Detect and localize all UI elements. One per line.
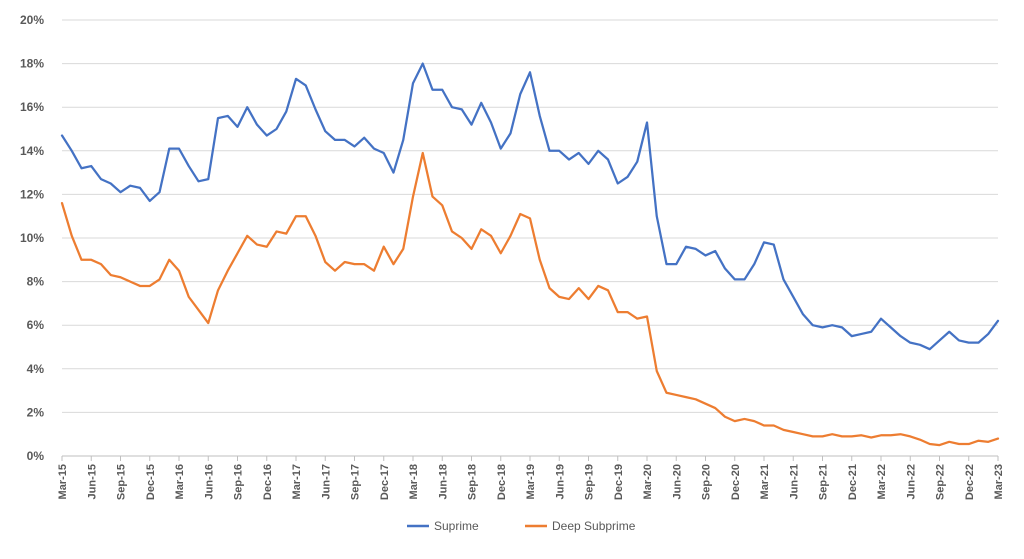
x-tick-label: Sep-21: [818, 464, 830, 500]
y-tick-label: 20%: [20, 13, 44, 27]
legend-label: Deep Subprime: [552, 519, 636, 533]
y-tick-label: 14%: [20, 144, 44, 158]
x-tick-label: Mar-20: [642, 464, 654, 499]
y-tick-label: 16%: [20, 100, 44, 114]
legend: Suprime Deep Subprime: [407, 519, 636, 533]
x-tick-label: Sep-17: [350, 464, 362, 500]
x-tick-label: Dec-22: [964, 464, 976, 500]
series-line-deep-subprime: [60, 151, 1000, 447]
y-tick-label: 0%: [27, 449, 45, 463]
x-tick-label: Sep-22: [935, 464, 947, 500]
x-tick-label: Mar-23: [993, 464, 1005, 499]
x-tick-label: Jun-18: [437, 464, 449, 499]
x-axis: Mar-15 Jun-15 Sep-15 Dec-15 Mar-16 Jun-16 Sep-…: [57, 456, 1005, 500]
x-tick-label: Sep-16: [233, 464, 245, 500]
x-tick-label: Sep-19: [584, 464, 596, 500]
x-tick-label: Sep-15: [116, 464, 128, 500]
y-tick-label: 18%: [20, 57, 44, 71]
legend-label: Suprime: [434, 519, 479, 533]
x-tick-label: Mar-17: [291, 464, 303, 499]
x-tick-label: Mar-15: [57, 464, 69, 499]
x-tick-label: Mar-18: [408, 464, 420, 499]
series-line-suprime: [60, 62, 1000, 351]
x-tick-label: Mar-16: [174, 464, 186, 499]
x-tick-label: Dec-18: [496, 464, 508, 500]
y-tick-label: 2%: [27, 405, 45, 419]
x-tick-label: Dec-20: [730, 464, 742, 500]
x-tick-label: Jun-22: [905, 464, 917, 499]
x-tick-label: Jun-21: [788, 464, 800, 499]
y-tick-label: 12%: [20, 187, 44, 201]
x-tick-label: Sep-20: [701, 464, 713, 500]
x-tick-label: Dec-15: [145, 464, 157, 500]
x-tick-label: Mar-19: [525, 464, 537, 499]
x-tick-label: Dec-21: [847, 464, 859, 500]
x-tick-label: Jun-17: [320, 464, 332, 499]
x-tick-label: Dec-17: [379, 464, 391, 500]
x-tick-label: Sep-18: [467, 464, 479, 500]
x-tick-label: Dec-19: [613, 464, 625, 500]
x-tick-label: Mar-21: [759, 464, 771, 499]
x-tick-label: Jun-16: [203, 464, 215, 499]
x-tick-label: Mar-22: [876, 464, 888, 499]
x-tick-label: Jun-20: [671, 464, 683, 499]
y-tick-label: 6%: [27, 318, 45, 332]
x-tick-label: Jun-19: [554, 464, 566, 499]
y-axis: 0% 2% 4% 6% 8% 10% 12% 14% 16% 18% 20%: [20, 13, 44, 463]
y-tick-label: 10%: [20, 231, 44, 245]
y-tick-label: 8%: [27, 275, 45, 289]
series-lines: [60, 62, 1000, 447]
x-tick-label: Jun-15: [86, 464, 98, 499]
x-tick-label: Dec-16: [262, 464, 274, 500]
y-tick-label: 4%: [27, 362, 45, 376]
gridlines: [62, 19, 998, 457]
